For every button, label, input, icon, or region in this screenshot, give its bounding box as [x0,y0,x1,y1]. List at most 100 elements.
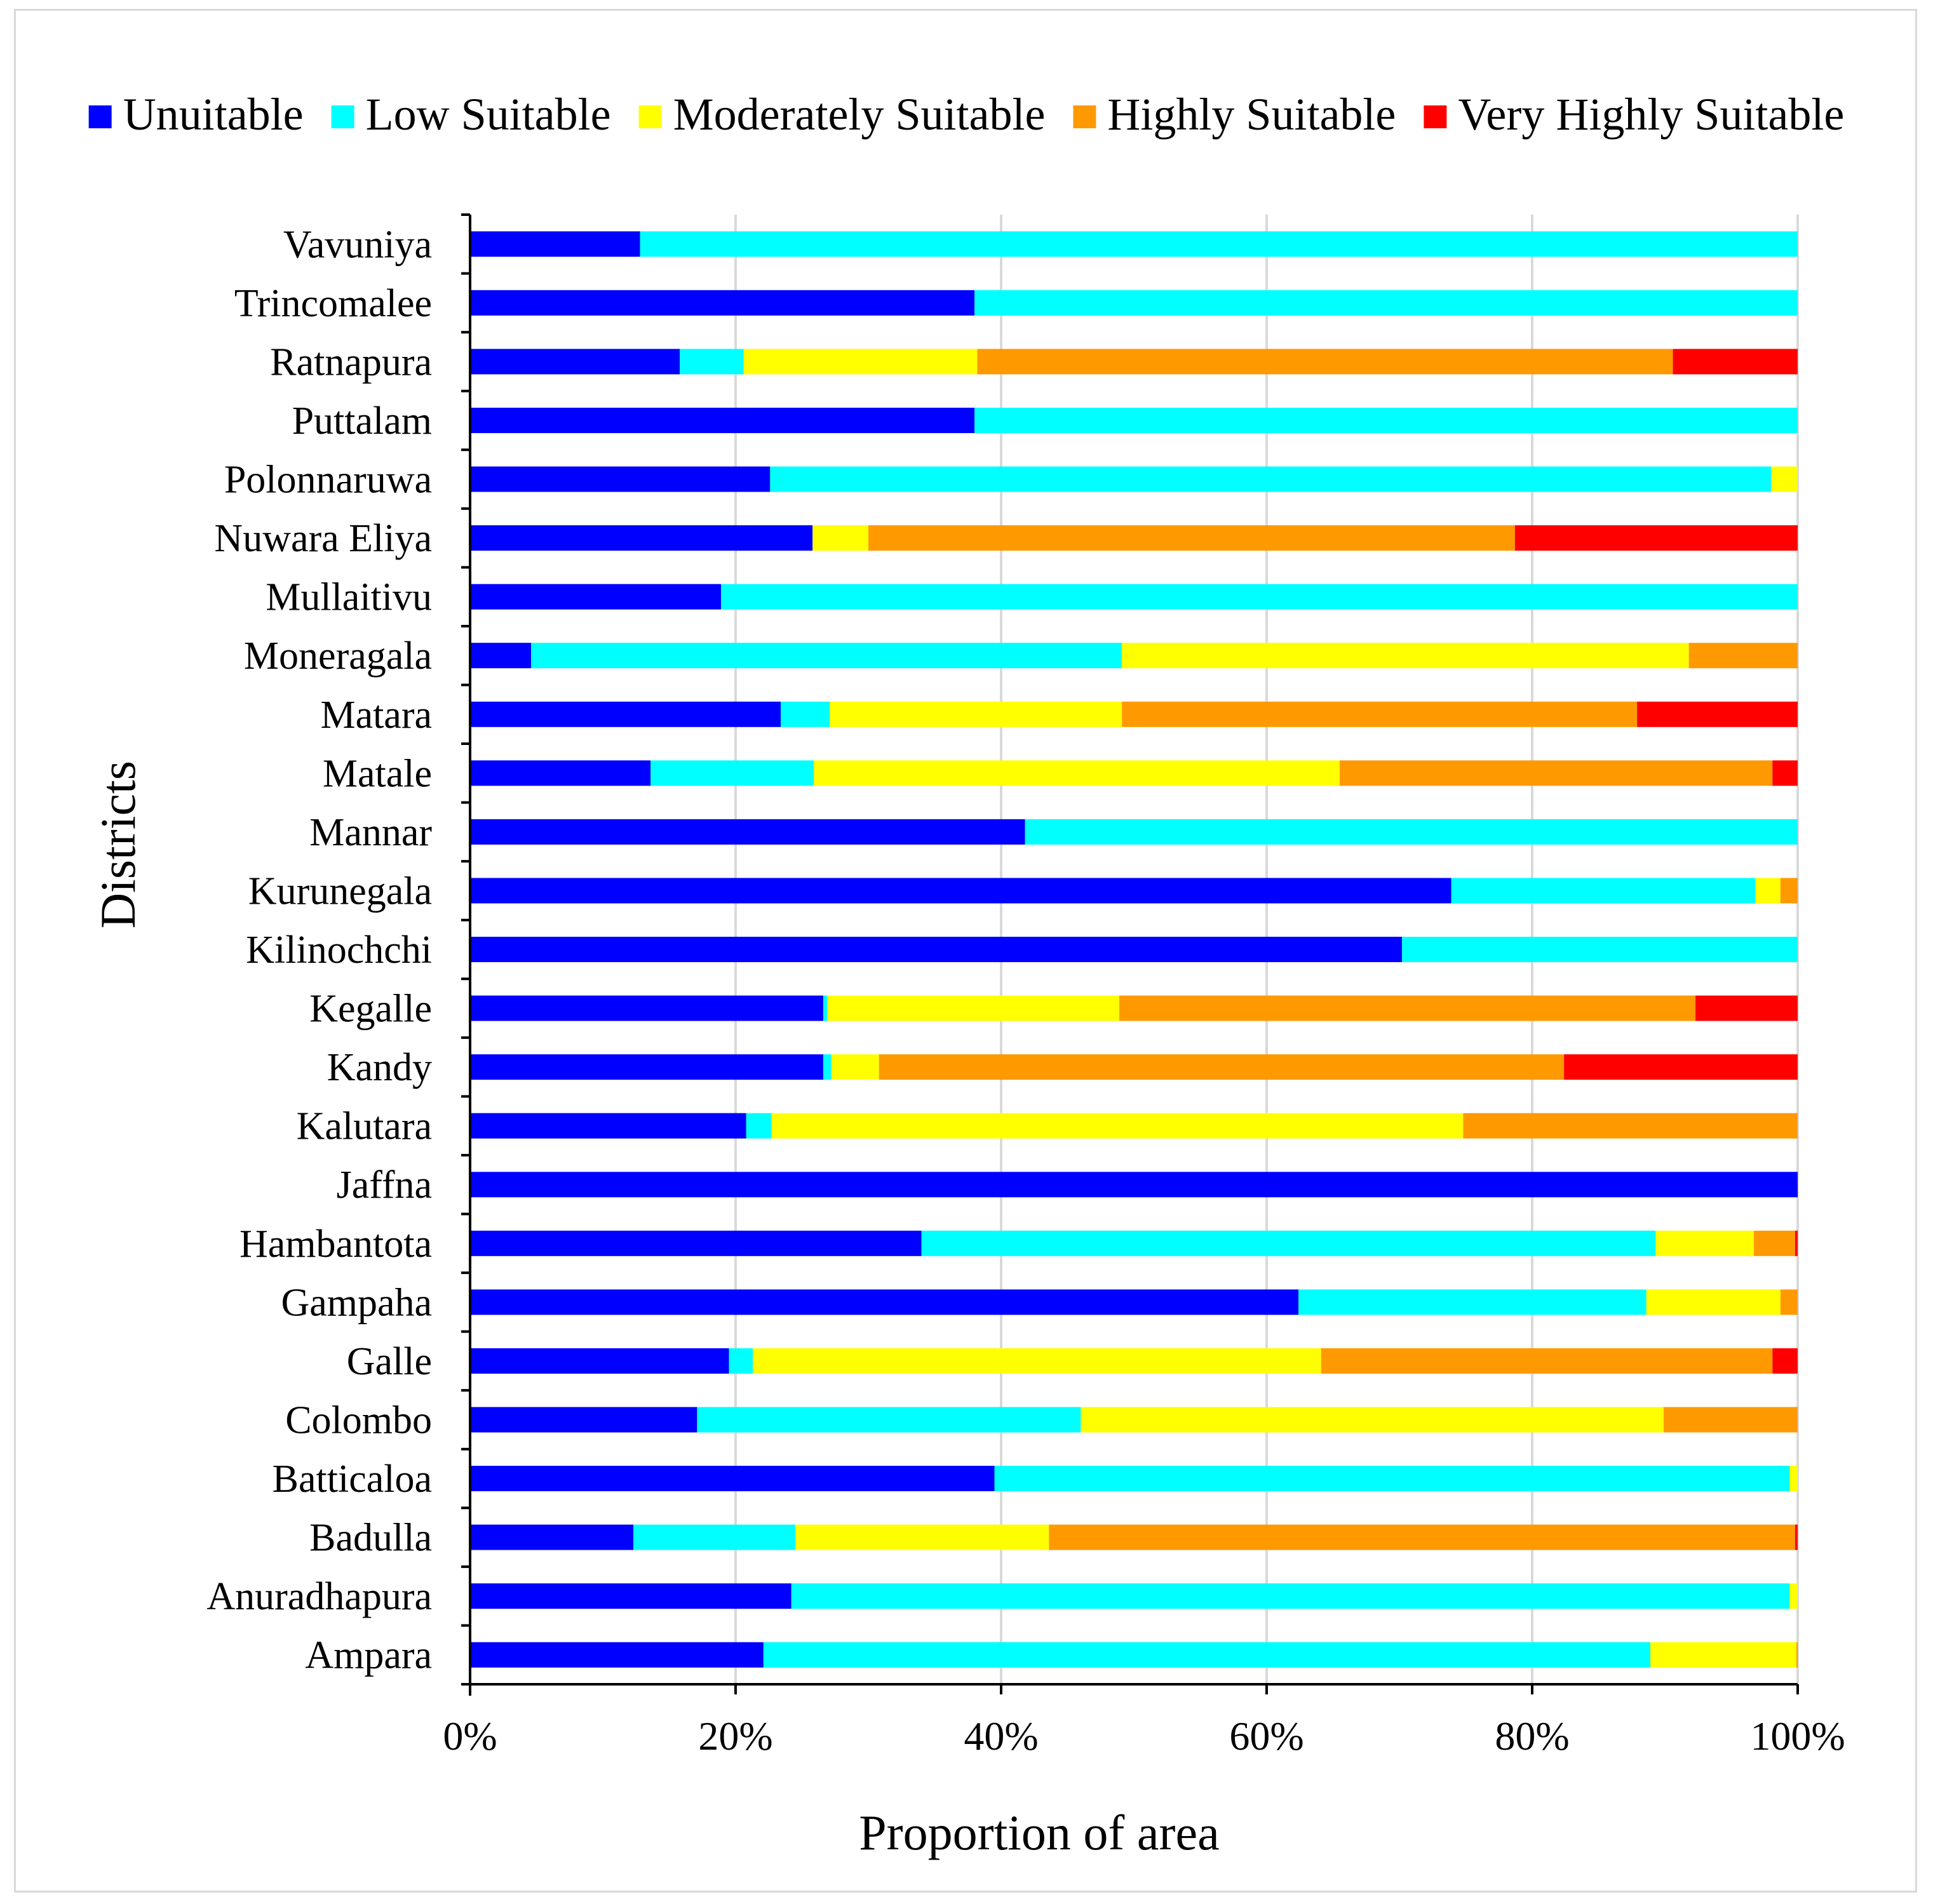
bar-segment [1655,1230,1755,1256]
x-tick-label: 60% [1229,1713,1303,1759]
bar-segment [1755,878,1781,904]
bar-segment [680,349,744,375]
category-label: Kandy [327,1046,432,1089]
x-tick-label: 100% [1750,1713,1845,1759]
bar-segment [868,525,1515,551]
bar-segment [1025,819,1798,845]
bar-segment [1795,1230,1798,1256]
bar-segment [470,701,781,727]
bar-segment [1688,643,1798,669]
bar-segment [977,349,1673,375]
category-label: Polonnaruwa [224,459,432,502]
bar-segment [470,525,813,551]
category-label: Matale [323,752,432,795]
bar-segment [753,1348,1321,1374]
bar-segment [1772,1348,1798,1374]
bar-segment [470,1172,1798,1198]
bar-segment [831,1054,879,1080]
legend-item: Very Highly Suitable [1424,89,1844,140]
legend-swatch [638,105,662,128]
bar-segment [743,349,978,375]
legend-label: Very Highly Suitable [1458,89,1844,140]
legend-label: Moderately Suitable [673,89,1046,140]
category-label: Batticaloa [273,1458,432,1501]
bar-segment [879,1054,1565,1080]
bar-segment [1673,349,1798,375]
bar-segment [746,1113,772,1139]
bar-segment [1514,525,1798,551]
bar-segment [633,1524,796,1550]
bar-segment [1122,701,1638,727]
bar-segment [812,525,868,551]
bar-segment [763,1642,1651,1668]
category-label: Anuradhapura [206,1575,432,1618]
bar-segment [470,760,651,786]
category-label: Kegalle [309,988,432,1031]
bar-segment [974,290,1798,316]
bar-segment [1650,1642,1796,1668]
x-tick-label: 80% [1495,1713,1569,1759]
bar-segment [470,937,1403,962]
axes [461,213,1799,1696]
y-axis-title: Districts [90,761,145,929]
category-label: Vavuniya [283,223,432,266]
category-label: Puttalam [292,399,432,443]
bar-segment [470,1524,634,1550]
bar-segment [823,1054,832,1080]
bar-segment [1789,1583,1798,1609]
category-label: Galle [347,1340,432,1383]
bar-segment [470,466,771,492]
legend-swatch [1073,105,1096,128]
legend: Unuitable Low Suitable Moderately Suitable… [88,89,1844,140]
bar-segment [697,1407,1081,1433]
bar-segment [1119,995,1696,1021]
bar-segment [1796,1642,1798,1668]
x-tick-label: 0% [443,1713,497,1759]
bar-segment [1321,1348,1773,1374]
bar-segment [1771,466,1798,492]
bar-segment [1637,701,1798,727]
bar-segment [1049,1524,1795,1550]
bar-segment [827,995,1120,1021]
x-axis-title: Proportion of area [859,1805,1219,1860]
bar-segment [1789,1466,1798,1492]
category-label: Matara [320,694,432,737]
bar-segment [640,231,1798,257]
bar-segment [1463,1113,1798,1139]
category-label: Kalutara [297,1105,432,1148]
bar-segment [781,701,830,727]
category-label: Jaffna [337,1163,432,1207]
bar-segment [470,643,532,669]
bar-segment [795,1524,1049,1550]
bar-segment [470,584,722,610]
bar-segment [770,466,1772,492]
category-label: Moneragala [244,634,432,678]
bar-segment [470,819,1025,845]
bar-segment [1402,937,1798,962]
bar-segment [1780,1289,1798,1315]
category-label: Nuwara Eliya [214,517,432,560]
category-label: Hambantota [239,1223,432,1266]
legend-item: Moderately Suitable [638,89,1046,140]
bar-segment [974,407,1798,433]
bar-segment [1564,1054,1798,1080]
bar-segment [470,1054,823,1080]
bar-segment [531,643,1122,669]
legend-label: Low Suitable [366,89,611,140]
bar-segment [814,760,1340,786]
legend-label: Unuitable [123,89,304,140]
legend-item: Unuitable [88,89,304,140]
bar-segment [1298,1289,1647,1315]
bar-segment [470,231,640,257]
bar-segment [1081,1407,1664,1433]
bar-segment [1772,760,1798,786]
bar-segment [771,1113,1464,1139]
category-label: Ratnapura [270,340,432,384]
bar-segment [921,1230,1656,1256]
category-label: Mannar [309,811,432,854]
bar-segment [1122,643,1689,669]
bar-segment [470,1466,995,1492]
bar-segment [830,701,1122,727]
bar-segment [470,290,975,316]
